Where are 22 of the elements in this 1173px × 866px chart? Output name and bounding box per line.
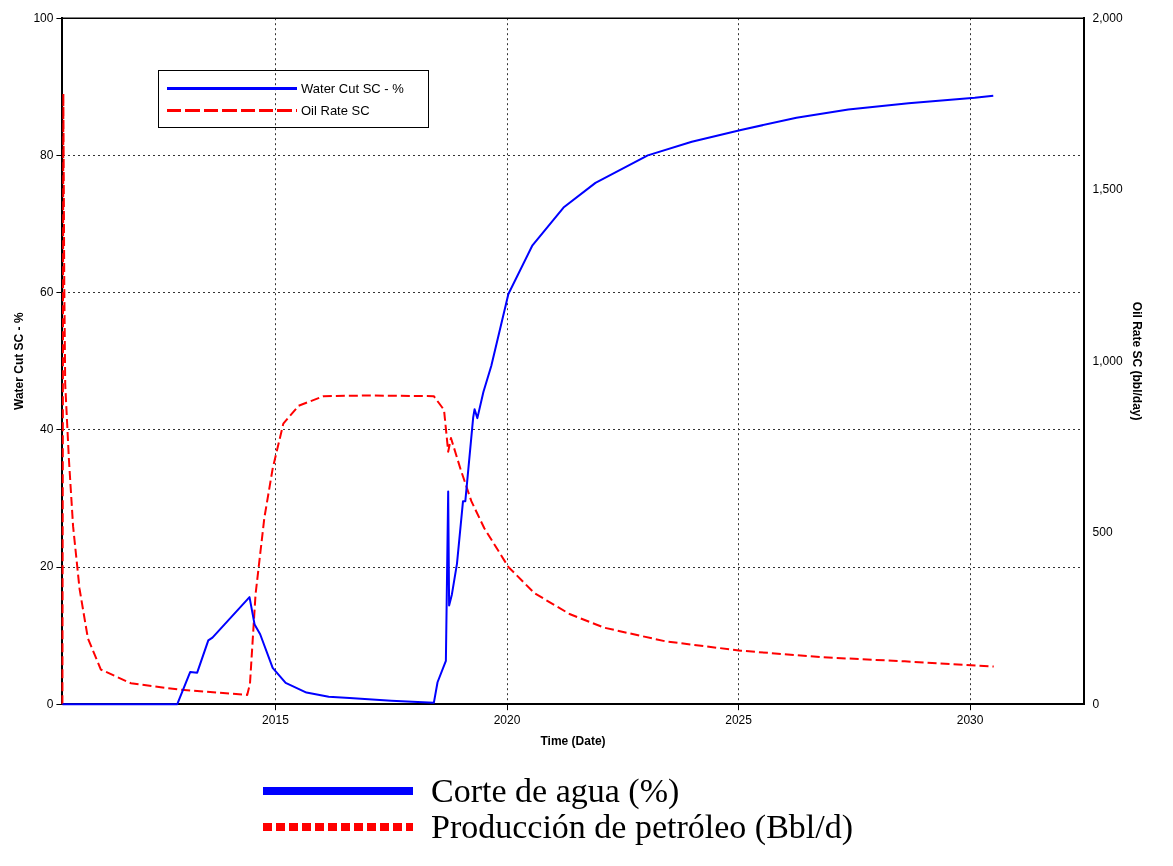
x-tick-label: 2015 — [262, 712, 290, 727]
y-tick-label: 0 — [46, 696, 54, 711]
y2-tick-label: 0 — [1092, 696, 1100, 711]
legend-label: Oil Rate SC — [301, 102, 370, 118]
y-tick-label: 20 — [40, 559, 54, 574]
legend-label: Water Cut SC - % — [301, 80, 404, 96]
x-axis-title: Time (Date) — [540, 734, 606, 749]
y2-tick-label: 500 — [1092, 525, 1113, 540]
y-tick-label: 80 — [40, 147, 54, 162]
y-axis-title: Water Cut SC - % — [11, 312, 26, 410]
x-tick-label: 2020 — [493, 712, 521, 727]
y2-axis-title: Oil Rate SC (bbl/day) — [1130, 301, 1145, 421]
text: Corte de agua (%) — [431, 772, 680, 810]
y-tick-label: 40 — [40, 422, 54, 437]
y-tick-label: 100 — [33, 10, 54, 25]
y-tick-label: 60 — [40, 284, 54, 299]
y2-tick-label: 1,000 — [1092, 353, 1123, 368]
y2-tick-label: 1,500 — [1092, 182, 1123, 197]
text: Producción de petróleo (Bbl/d) — [431, 808, 854, 846]
y2-tick-label: 2,000 — [1092, 10, 1123, 25]
x-tick-label: 2025 — [725, 712, 753, 727]
x-tick-label: 2030 — [956, 712, 984, 727]
